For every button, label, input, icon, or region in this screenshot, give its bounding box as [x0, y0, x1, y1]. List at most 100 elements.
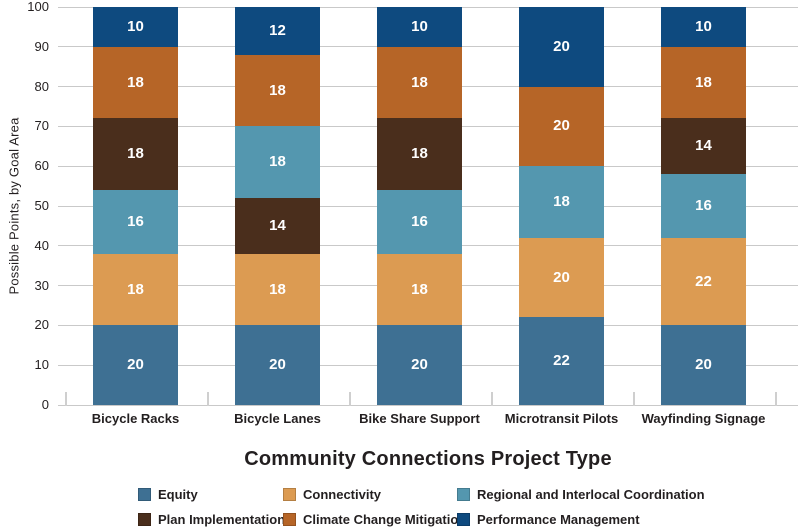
bar-segment: [235, 54, 320, 127]
x-category-label: Microtransit Pilots: [504, 411, 619, 426]
x-category-label: Bicycle Lanes: [234, 411, 321, 426]
legend-swatch-performance-management: [457, 512, 470, 526]
bar-segment-value: 18: [553, 193, 570, 210]
bar-segment-value: 12: [269, 21, 286, 39]
bar-segment: [377, 118, 462, 190]
bar-segment-value: 20: [553, 37, 570, 55]
legend-item: Connectivity: [283, 486, 381, 502]
legend-label: Equity: [158, 486, 198, 502]
legend-swatch-equity: [138, 487, 151, 501]
bar-segment-value: 22: [695, 272, 712, 290]
bar-segment: [93, 46, 178, 119]
bar-segment: [519, 237, 604, 318]
y-tick-label: 90: [34, 38, 49, 54]
legend-swatch-climate-change-mitigation: [283, 512, 296, 526]
bar-segment: [661, 174, 746, 238]
legend-item: Equity: [138, 486, 198, 502]
bar-segment-value: 10: [127, 17, 144, 35]
bar-segment: [235, 198, 320, 254]
x-axis-tick: [64, 392, 67, 406]
y-tick-label: 100: [27, 0, 49, 14]
bar-segment-value: 18: [695, 73, 712, 91]
bar-segment: [377, 46, 462, 119]
bar-segment-value: 14: [269, 216, 286, 234]
bar-segment: [235, 126, 320, 198]
bar-segment: [519, 7, 604, 87]
legend-item: Climate Change Mitigation: [283, 511, 466, 527]
legend-label: Performance Management: [477, 511, 640, 527]
x-axis-tick: [774, 392, 777, 406]
x-axis-tick: [206, 392, 209, 406]
bar-segment-value: 18: [127, 73, 144, 91]
bar-segment-value: 14: [695, 137, 712, 155]
legend-item: Regional and Interlocal Coordination: [457, 486, 705, 502]
x-axis-title: Community Connections Project Type: [244, 448, 612, 470]
y-tick-label: 50: [34, 198, 49, 213]
y-tick-label: 0: [41, 397, 49, 412]
bar-segment-value: 18: [411, 280, 428, 298]
bar-segment: [377, 7, 462, 47]
y-tick-label: 60: [34, 158, 49, 174]
bar-segment-value: 18: [269, 153, 286, 171]
y-tick-label: 70: [34, 118, 49, 134]
legend-item: Performance Management: [457, 511, 640, 527]
bar-segment-value: 16: [127, 212, 144, 230]
x-axis-tick: [490, 392, 493, 406]
y-tick-label: 10: [34, 357, 49, 373]
legend-label: Connectivity: [303, 486, 382, 502]
bar-segment: [235, 253, 320, 326]
bar-segment: [377, 253, 462, 326]
y-tick-label: 30: [34, 277, 49, 293]
x-category-label: Bike Share Support: [359, 411, 480, 426]
bar-segment: [93, 325, 178, 405]
bar-segment-value: 20: [127, 356, 144, 374]
bar-segment: [93, 253, 178, 326]
bar-segment: [235, 7, 320, 55]
x-axis-tick: [348, 392, 351, 406]
bar-segment: [235, 325, 320, 405]
legend-swatch-regional-and-interlocal-coordination: [457, 487, 470, 501]
bar-segment: [377, 325, 462, 405]
bar-segment: [661, 237, 746, 326]
bar-segment-value: 20: [553, 117, 570, 135]
bar-segment-value: 20: [411, 356, 428, 374]
bar-segment-value: 18: [127, 145, 144, 163]
bar-segment: [661, 46, 746, 119]
bar-segment-value: 18: [411, 145, 428, 163]
bar-segment-value: 16: [411, 212, 428, 230]
x-axis-tick: [632, 392, 635, 406]
bar-segment-value: 18: [269, 81, 286, 99]
y-tick-label: 40: [34, 237, 49, 253]
bar-segment: [519, 166, 604, 238]
x-category-label: Wayfinding Signage: [641, 411, 766, 426]
bar-segment-value: 10: [695, 17, 712, 35]
bar-segment: [661, 325, 746, 405]
bar-segment-value: 20: [553, 268, 570, 286]
bar-segment: [519, 317, 604, 405]
bar-segment: [661, 118, 746, 175]
bar-segment-value: 16: [695, 197, 712, 214]
legend-swatch-plan-implementation: [138, 512, 151, 526]
bar-segment-value: 20: [269, 356, 286, 374]
bar-segment: [661, 7, 746, 47]
bar-segment-value: 20: [695, 356, 712, 374]
bar-segment-value: 18: [127, 280, 144, 298]
legend-label: Regional and Interlocal Coordination: [477, 486, 705, 502]
y-tick-label: 20: [34, 317, 49, 333]
x-category-label: Bicycle Racks: [91, 411, 180, 426]
legend-label: Plan Implementation: [158, 511, 286, 527]
legend-item: Plan Implementation: [138, 511, 285, 527]
bar-segment: [93, 118, 178, 190]
bar-segment: [93, 190, 178, 254]
bar-segment-value: 22: [553, 352, 570, 370]
bar-segment-value: 18: [269, 280, 286, 298]
bar-segment-value: 10: [411, 17, 428, 35]
bar-segment: [377, 190, 462, 254]
legend-swatch-connectivity: [283, 487, 296, 501]
bar-segment: [519, 86, 604, 167]
y-tick-label: 80: [34, 78, 49, 94]
y-gridline: [58, 404, 798, 406]
bar-segment-value: 18: [411, 73, 428, 91]
legend-label: Climate Change Mitigation: [303, 511, 467, 527]
